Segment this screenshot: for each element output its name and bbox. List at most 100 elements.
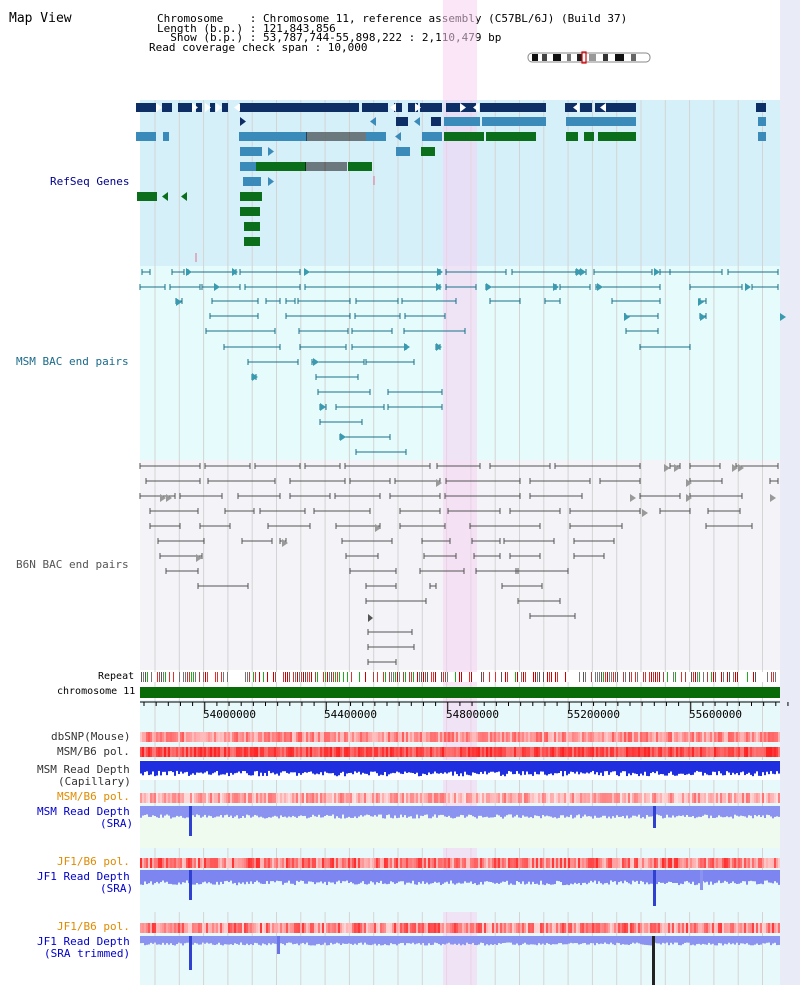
track-label-refseq-genes[interactable]: RefSeq Genes: [50, 175, 130, 188]
heatmap-cell: [450, 732, 452, 742]
depth-bar: [198, 936, 200, 945]
track-label-msm-read-depth-capillary[interactable]: MSM Read Depth: [37, 763, 130, 776]
depth-bar: [414, 806, 416, 819]
depth-bar: [704, 761, 706, 773]
track-label-msm-read-depth-sra[interactable]: MSM Read Depth: [37, 805, 130, 818]
depth-bar: [140, 761, 142, 774]
b6n-bac-end-pairs-track[interactable]: [0, 0, 800, 675]
heatmap-cell: [370, 923, 372, 933]
heatmap-cell: [666, 923, 668, 933]
depth-bar: [714, 761, 716, 772]
repeat-element: [413, 672, 414, 682]
depth-bar: [432, 761, 434, 774]
repeat-element: [707, 672, 708, 682]
track-label-b6n-bac-end-pairs[interactable]: B6N BAC end pairs: [16, 558, 129, 571]
gene-arrow: [156, 103, 162, 112]
heatmap-cell: [428, 747, 430, 757]
heatmap-cell: [358, 923, 360, 933]
heatmap-cell: [456, 793, 458, 803]
repeat-element: [755, 672, 756, 682]
msm-bac-end-marker: [780, 313, 786, 321]
heatmap-cell: [274, 858, 276, 868]
heatmap-cell: [376, 732, 378, 742]
heatmap-cell: [256, 747, 258, 757]
heatmap-cell: [246, 858, 248, 868]
depth-bar: [448, 870, 450, 884]
heatmap-cell: [536, 858, 538, 868]
depth-bar: [160, 806, 162, 815]
depth-spike: [653, 870, 656, 906]
heatmap-cell: [590, 923, 592, 933]
heatmap-cell: [148, 858, 150, 868]
repeat-element: [303, 672, 304, 682]
heatmap-cell: [470, 923, 472, 933]
depth-spike: [277, 936, 280, 954]
heatmap-cell: [296, 732, 298, 742]
track-label-msm-b6-pol[interactable]: MSM/B6 pol.: [57, 745, 130, 758]
track-label-jf1-b6-pol[interactable]: JF1/B6 pol.: [57, 855, 130, 868]
depth-bar: [250, 870, 252, 882]
repeat-element: [393, 672, 394, 682]
depth-bar: [578, 870, 580, 884]
refseq-gene-track[interactable]: [0, 0, 800, 270]
heatmap-cell: [568, 793, 570, 803]
msm-bac-end-pairs-track[interactable]: [0, 0, 800, 465]
track-label-dbsnp[interactable]: dbSNP(Mouse): [51, 730, 131, 743]
depth-bar: [764, 806, 766, 819]
depth-bar: [424, 761, 426, 775]
heatmap-cell: [278, 858, 280, 868]
heatmap-cell: [748, 793, 750, 803]
depth-bar: [304, 870, 306, 884]
repeat-element: [431, 672, 432, 682]
heatmap-cell: [500, 923, 502, 933]
depth-bar: [566, 870, 568, 885]
depth-bar: [714, 936, 716, 946]
heatmap-cell: [350, 858, 352, 868]
depth-bar: [642, 761, 644, 776]
heatmap-cell: [408, 858, 410, 868]
track-label-repeat[interactable]: Repeat: [98, 671, 135, 682]
depth-bar: [584, 870, 586, 883]
depth-bar: [734, 806, 736, 815]
chromosome-ideogram[interactable]: [527, 51, 653, 65]
track-label-jf1-b6-pol-trimmed[interactable]: JF1/B6 pol.: [57, 920, 130, 933]
track-label-msm-b6-pol-sra[interactable]: MSM/B6 pol.: [57, 790, 130, 803]
depth-bar: [338, 936, 340, 944]
depth-bar: [248, 761, 250, 776]
repeat-element: [147, 672, 148, 682]
heatmap-cell: [318, 747, 320, 757]
heatmap-cell: [238, 858, 240, 868]
heatmap-cell: [748, 923, 750, 933]
heatmap-cell: [746, 923, 748, 933]
heatmap-cell: [722, 923, 724, 933]
heatmap-cell: [736, 732, 738, 742]
depth-bar: [254, 761, 256, 772]
right-scroll-gutter[interactable]: [780, 0, 800, 985]
repeat-element: [179, 672, 180, 682]
depth-bar: [190, 761, 192, 775]
depth-bar: [774, 936, 776, 943]
depth-bar: [268, 806, 270, 818]
depth-bar: [142, 761, 144, 776]
heatmap-cell: [284, 793, 286, 803]
heatmap-cell: [332, 923, 334, 933]
heatmap-cell: [168, 747, 170, 757]
heatmap-cell: [688, 747, 690, 757]
heatmap-cell: [404, 858, 406, 868]
msm-bac-end-marker: [654, 268, 660, 276]
heatmap-cell: [298, 793, 300, 803]
heatmap-cell: [512, 793, 514, 803]
repeat-element: [389, 672, 390, 682]
track-label-jf1-read-depth-trimmed[interactable]: JF1 Read Depth: [37, 935, 130, 948]
heatmap-cell: [336, 858, 338, 868]
heatmap-cell: [464, 732, 466, 742]
heatmap-cell: [592, 793, 594, 803]
heatmap-cell: [690, 732, 692, 742]
track-label-jf1-read-depth-sra[interactable]: JF1 Read Depth: [37, 870, 130, 883]
heatmap-cell: [634, 858, 636, 868]
depth-bar: [328, 870, 330, 882]
depth-bar: [488, 761, 490, 773]
depth-bar: [628, 761, 630, 774]
track-label-msm-bac-end-pairs[interactable]: MSM BAC end pairs: [16, 355, 129, 368]
heatmap-cell: [370, 793, 372, 803]
